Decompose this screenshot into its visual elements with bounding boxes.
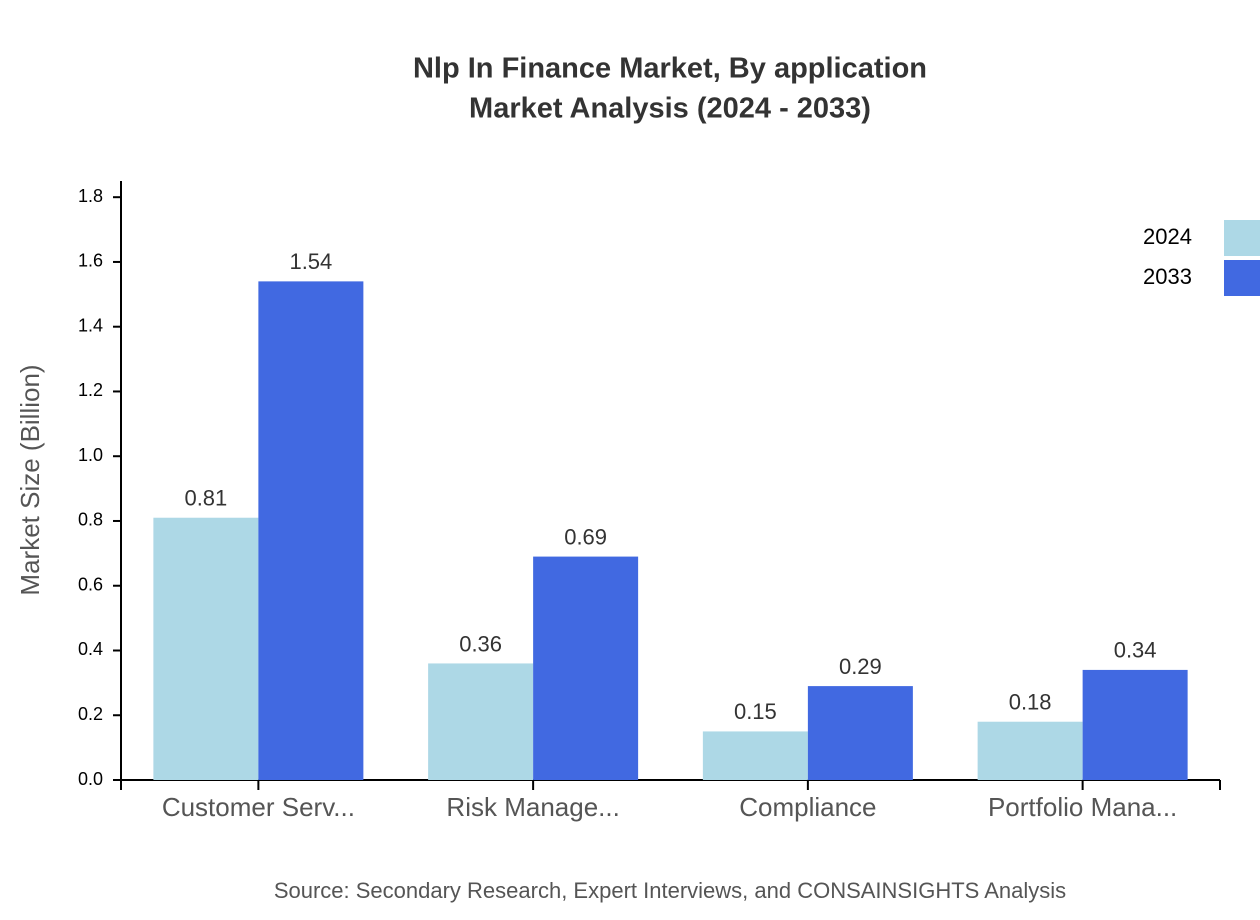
x-tick-label: Compliance — [739, 792, 876, 822]
legend-swatch — [1224, 260, 1260, 296]
legend-swatch — [1224, 220, 1260, 256]
y-tick-label: 1.4 — [78, 315, 103, 335]
legend-label: 2033 — [1143, 264, 1192, 289]
x-tick-label: Customer Serv... — [162, 792, 355, 822]
y-tick-label: 0.6 — [78, 574, 103, 594]
source-note: Source: Secondary Research, Expert Inter… — [274, 878, 1066, 903]
data-label: 0.36 — [459, 631, 502, 656]
bar — [977, 721, 1083, 780]
legend-label: 2024 — [1143, 224, 1192, 249]
bar — [258, 281, 364, 780]
x-tick-label: Risk Manage... — [446, 792, 619, 822]
chart-subtitle: Market Analysis (2024 - 2033) — [469, 93, 871, 125]
data-label: 0.29 — [839, 654, 882, 679]
y-tick-label: 0.2 — [78, 704, 103, 724]
data-label: 0.34 — [1114, 638, 1157, 663]
bar — [533, 556, 639, 780]
bar — [153, 517, 259, 780]
bar — [428, 663, 534, 780]
bar — [807, 686, 913, 780]
y-tick-label: 0.0 — [78, 769, 103, 789]
y-tick-label: 1.2 — [78, 380, 103, 400]
data-label: 0.69 — [564, 524, 607, 549]
data-label: 0.81 — [184, 486, 227, 511]
chart-title: Nlp In Finance Market, By application — [413, 53, 927, 85]
data-label: 0.15 — [734, 699, 777, 724]
y-tick-label: 1.6 — [78, 251, 103, 271]
bar — [1082, 669, 1188, 780]
y-tick-label: 1.0 — [78, 445, 103, 465]
x-tick-label: Portfolio Mana... — [988, 792, 1177, 822]
bar — [702, 731, 808, 780]
y-tick-label: 1.8 — [78, 186, 103, 206]
y-tick-label: 0.4 — [78, 639, 103, 659]
y-axis-label: Market Size (Billion) — [15, 364, 45, 595]
y-tick-label: 0.8 — [78, 510, 103, 530]
data-label: 0.18 — [1009, 690, 1052, 715]
data-label: 1.54 — [289, 249, 332, 274]
